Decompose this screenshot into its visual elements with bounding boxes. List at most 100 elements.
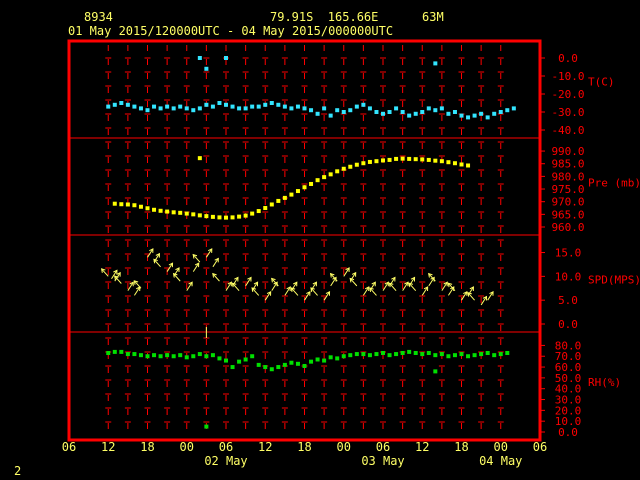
wind-arrowhead xyxy=(271,277,276,283)
humidity-point xyxy=(315,357,320,362)
temperature-point xyxy=(498,110,503,114)
x-date-label: 02 May xyxy=(204,454,247,468)
temperature-point xyxy=(459,113,464,118)
wind-vector xyxy=(323,291,330,301)
wind-arrowhead xyxy=(410,276,416,282)
wind-vector xyxy=(467,292,475,301)
y-tick-label: 990.0 xyxy=(551,145,584,158)
humidity-point xyxy=(335,356,340,361)
wind-vector xyxy=(245,277,252,287)
wind-arrowhead xyxy=(133,280,139,285)
humidity-point xyxy=(289,360,294,365)
temperature-point xyxy=(472,113,477,118)
wind-vector xyxy=(133,286,141,296)
humidity-point xyxy=(394,352,399,357)
temperature-point xyxy=(505,108,510,113)
temperature-point xyxy=(341,110,346,114)
temperature-point xyxy=(354,104,359,109)
humidity-point xyxy=(237,359,242,364)
temperature-point xyxy=(348,108,353,113)
corner-label: 2 xyxy=(14,464,22,478)
wind-vector xyxy=(330,273,338,282)
wind-vector xyxy=(212,273,220,282)
wind-arrowhead xyxy=(371,281,376,287)
humidity-point xyxy=(204,424,209,429)
wind-arrowhead xyxy=(251,287,257,292)
wind-arrowhead xyxy=(388,282,394,288)
temperature-point xyxy=(479,111,484,116)
wind-arrowhead xyxy=(129,281,134,287)
pressure-point xyxy=(204,214,209,219)
temperature-point xyxy=(420,110,425,114)
humidity-point xyxy=(302,363,307,368)
temperature-point xyxy=(328,113,333,118)
pressure-point xyxy=(394,156,399,161)
humidity-point xyxy=(439,352,444,357)
temperature-point xyxy=(112,102,117,107)
temperature-point xyxy=(315,111,320,116)
wind-arrowhead xyxy=(469,286,474,292)
pressure-point xyxy=(302,185,307,190)
humidity-point xyxy=(171,354,176,359)
pressure-point xyxy=(309,181,314,186)
humidity-point xyxy=(210,353,215,358)
temperature-point xyxy=(322,106,327,111)
y-tick-label: -30.0 xyxy=(551,106,584,119)
temperature-point xyxy=(138,106,143,111)
temperature-point xyxy=(335,108,340,113)
temperature-point xyxy=(224,56,228,60)
humidity-point xyxy=(361,352,366,357)
y-tick-label: -20.0 xyxy=(551,88,584,101)
wind-arrowhead xyxy=(168,262,174,268)
x-tick-label: 00 xyxy=(494,440,508,454)
humidity-point xyxy=(479,352,484,357)
pressure-point xyxy=(243,213,248,218)
humidity-point xyxy=(132,352,137,357)
wind-arrowhead xyxy=(227,281,232,287)
wind-arrowhead xyxy=(149,248,154,253)
wind-vector xyxy=(264,291,272,301)
pressure-point xyxy=(439,159,444,164)
humidity-point xyxy=(217,356,222,361)
humidity-point xyxy=(433,369,438,374)
wind-arrowhead xyxy=(467,291,472,297)
wind-vector xyxy=(101,268,109,277)
pressure-point xyxy=(381,158,385,163)
wind-vector xyxy=(421,286,429,296)
temperature-point xyxy=(171,106,176,111)
wind-arrowhead xyxy=(447,282,453,288)
pressure-point xyxy=(197,213,202,218)
x-tick-label: 12 xyxy=(101,440,115,454)
humidity-point xyxy=(204,354,209,359)
y-tick-label: 70.0 xyxy=(555,350,582,363)
wind-arrowhead xyxy=(384,281,389,287)
wind-vector xyxy=(304,291,311,301)
humidity-point xyxy=(322,358,327,363)
wind-arrowhead xyxy=(428,272,433,278)
humidity-point xyxy=(282,362,287,367)
y-tick-label: 965.0 xyxy=(551,208,584,221)
humidity-point xyxy=(125,352,130,357)
temperature-point xyxy=(210,104,215,109)
pressure-point xyxy=(322,175,327,180)
pressure-point xyxy=(354,162,359,167)
wind-arrowhead xyxy=(310,287,315,292)
station-id: 8934 xyxy=(84,10,113,24)
x-tick-label: 06 xyxy=(219,440,233,454)
pressure-point xyxy=(158,208,163,213)
temperature-point xyxy=(400,110,405,114)
wind-vector xyxy=(192,254,201,263)
temperature-point xyxy=(152,104,157,109)
pressure-point xyxy=(165,209,170,214)
temperature-point xyxy=(492,111,497,116)
wind-arrowhead xyxy=(306,290,311,296)
temperature-point xyxy=(511,106,516,111)
y-tick-label: 5.0 xyxy=(558,294,578,307)
y-tick-label: 960.0 xyxy=(551,221,584,234)
humidity-point xyxy=(374,352,379,357)
x-tick-label: 12 xyxy=(258,440,272,454)
temperature-point xyxy=(243,106,248,111)
temperature-point xyxy=(387,110,392,114)
pressure-point xyxy=(446,160,451,165)
